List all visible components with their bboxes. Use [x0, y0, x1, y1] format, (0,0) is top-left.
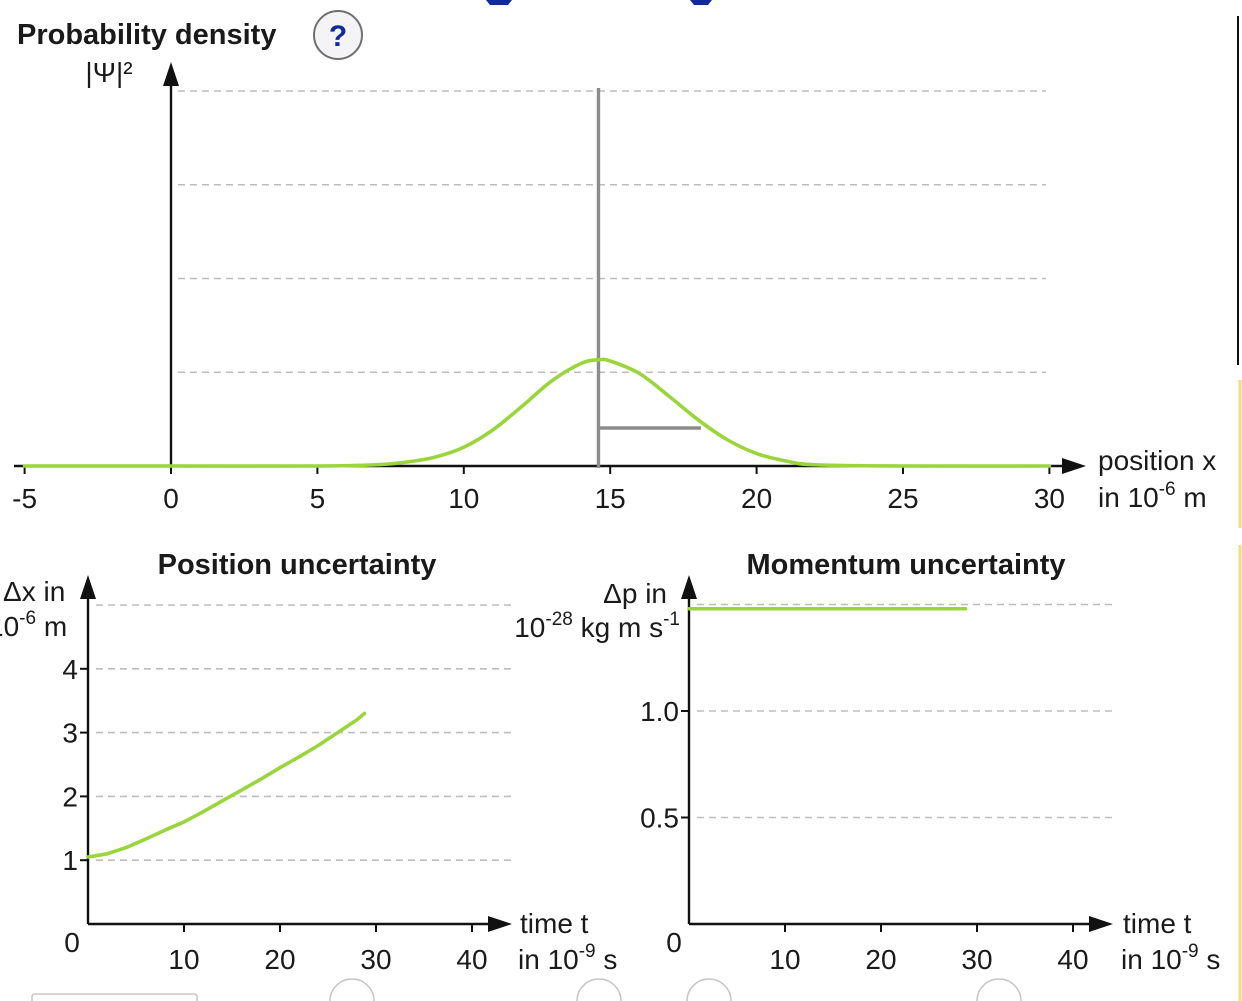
mu-y-tick-label: 0.5 [640, 803, 679, 834]
density-curve [22, 357, 1052, 468]
help-question-icon[interactable]: ? [329, 20, 347, 53]
pu-y-tick-label: 4 [62, 654, 78, 685]
position-uncertainty-chart: Position uncertainty Δx in 10-6 m 102030… [0, 549, 617, 975]
momentum-x-unit-exponent: -9 [1182, 941, 1199, 962]
position-axes [80, 575, 512, 932]
momentum-gridlines [697, 603, 1117, 819]
density-x-tick-label: 30 [1034, 483, 1065, 514]
momentum-y-axis-arrow [681, 575, 697, 599]
cropped-title-fragment-right [690, 0, 712, 5]
momentum-y-label-line2: 10-28 kg m s-1 [514, 609, 680, 643]
position-x-axis-arrow [488, 916, 512, 932]
density-x-tick-label: -5 [12, 483, 37, 514]
probability-density-chart: Probability density ? |Ψ|² -5 0 5 10 15 20 25 3… [12, 10, 1216, 514]
density-x-unit-prefix: in 10 [1098, 482, 1159, 513]
pu-y-tick-label: 3 [62, 718, 78, 749]
slider-track-fragment[interactable] [31, 993, 198, 1001]
mu-x-tick-label: 40 [1057, 944, 1088, 975]
position-y-label-line2: 10-6 m [0, 608, 67, 642]
position-y-label-line1: Δx in [3, 576, 65, 607]
position-x-unit-exponent: -9 [579, 941, 596, 962]
position-y-unit-prefix: 10 [0, 611, 19, 642]
pu-y-tick-label: 2 [62, 781, 78, 812]
control-knob-fragment-2[interactable] [576, 978, 622, 1001]
density-x-tick-label: 5 [310, 483, 326, 514]
momentum-origin-label: 0 [666, 927, 682, 958]
position-origin-label: 0 [64, 927, 80, 958]
position-x-unit-suffix: s [596, 944, 618, 975]
momentum-ticks: 10 20 30 40 0.5 1.0 [640, 696, 1089, 975]
position-x-label-line1: time t [520, 908, 589, 939]
position-uncertainty-curve [86, 711, 367, 859]
pu-x-tick-label: 40 [456, 944, 487, 975]
momentum-x-axis-arrow [1089, 916, 1113, 932]
momentum-y-unit-exponent: -28 [545, 609, 572, 630]
position-gridlines [96, 604, 516, 862]
pu-x-tick-label: 20 [264, 944, 295, 975]
momentum-y-unit-prefix: 10 [514, 612, 545, 643]
density-x-unit-suffix: m [1176, 482, 1207, 513]
momentum-y-unit-text: kg m s [573, 612, 663, 643]
control-knob-fragment-1[interactable] [329, 978, 375, 1001]
density-x-unit-exponent: -6 [1159, 479, 1176, 500]
momentum-y-unit-exponent2: -1 [663, 609, 680, 630]
help-button-circle[interactable] [313, 10, 363, 60]
momentum-x-unit-prefix: in 10 [1121, 944, 1182, 975]
momentum-x-unit-suffix: s [1199, 944, 1221, 975]
position-x-unit-prefix: in 10 [518, 944, 579, 975]
cropped-title-fragment-left [486, 0, 512, 5]
density-x-label-line1: position x [1098, 445, 1216, 476]
help-button[interactable]: ? [313, 10, 363, 60]
mu-x-tick-label: 20 [865, 944, 896, 975]
density-x-tick-label: 25 [887, 483, 918, 514]
momentum-x-label-line2: in 10-9 s [1121, 941, 1220, 975]
position-y-unit-exponent: -6 [19, 608, 36, 629]
density-gridlines [178, 90, 1046, 374]
density-x-ticks: -5 0 5 10 15 20 25 30 [12, 466, 1065, 514]
density-y-axis-arrow [163, 62, 179, 86]
density-x-tick-label: 20 [741, 483, 772, 514]
position-uncertainty-title: Position uncertainty [158, 549, 437, 581]
momentum-x-label-line1: time t [1123, 908, 1192, 939]
control-knob-fragment-3[interactable] [686, 978, 732, 1001]
position-ticks: 10 20 30 40 1 2 3 4 [62, 654, 487, 975]
pu-y-tick-label: 1 [62, 845, 78, 876]
mu-y-tick-label: 1.0 [640, 696, 679, 727]
control-knob-fragment-4[interactable] [976, 978, 1022, 1001]
momentum-uncertainty-title: Momentum uncertainty [746, 549, 1065, 581]
density-axes [14, 62, 1086, 474]
density-x-axis-arrow [1062, 458, 1086, 474]
density-x-tick-label: 15 [595, 483, 626, 514]
pu-x-tick-label: 10 [168, 944, 199, 975]
density-x-tick-label: 0 [163, 483, 179, 514]
momentum-axes [681, 575, 1113, 932]
momentum-y-label-line1: Δp in [603, 578, 667, 609]
momentum-uncertainty-chart: Momentum uncertainty Δp in 10-28 kg m s-… [514, 549, 1220, 975]
position-y-unit-suffix: m [36, 611, 67, 642]
position-y-axis-arrow [80, 575, 96, 599]
density-x-label-line2: in 10-6 m [1098, 479, 1207, 513]
mu-x-tick-label: 10 [769, 944, 800, 975]
density-y-label: |Ψ|² [85, 57, 132, 88]
mu-x-tick-label: 30 [961, 944, 992, 975]
pu-x-tick-label: 30 [360, 944, 391, 975]
probability-density-title: Probability density [17, 19, 276, 51]
density-x-tick-label: 10 [448, 483, 479, 514]
position-x-label-line2: in 10-9 s [518, 941, 617, 975]
